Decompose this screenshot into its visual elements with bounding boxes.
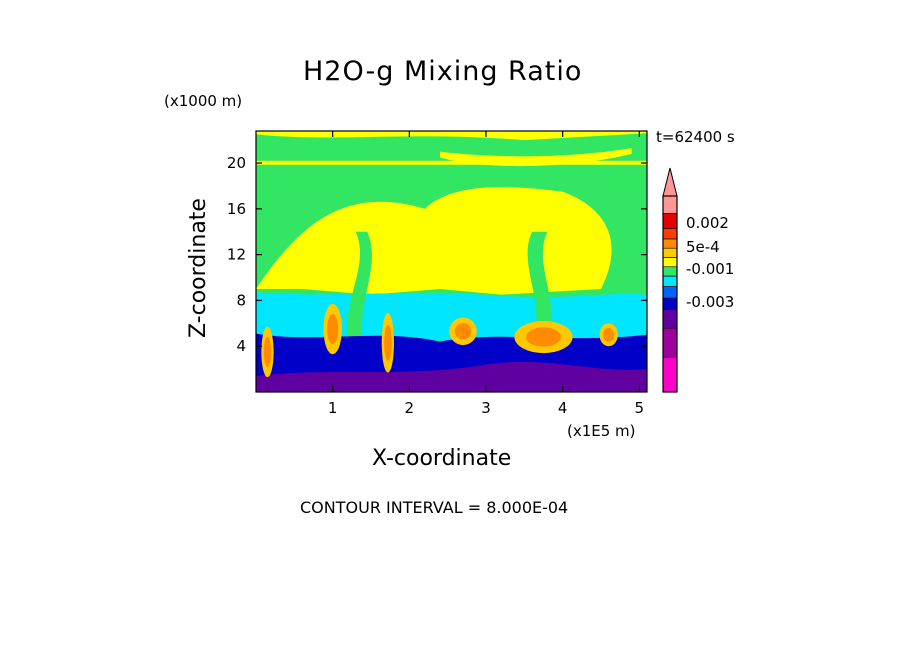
colorbar-label: -0.003 (686, 293, 734, 311)
moist-cell-core (327, 313, 339, 345)
plot-frame (255, 130, 648, 393)
green-plume (527, 231, 552, 347)
yellow-top (256, 131, 647, 141)
yellow-region (256, 186, 612, 295)
colorbar-swatch (662, 309, 678, 329)
yellow-stripe (256, 160, 647, 165)
y-axis-multiplier: (x1000 m) (164, 92, 243, 110)
colorbar-label: -0.001 (686, 260, 734, 278)
time-label: t=62400 s (656, 128, 735, 146)
y-tick-label: 16 (227, 200, 246, 218)
colorbar-swatch (662, 247, 678, 258)
y-tick-label: 20 (227, 154, 246, 172)
colorbar-swatch (662, 327, 678, 358)
contour-field (256, 131, 647, 392)
x-tick-label: 3 (481, 399, 491, 417)
colorbar-swatch (662, 286, 678, 299)
x-axis: 1 2 3 4 5 (328, 131, 644, 417)
purple-region (256, 361, 647, 392)
moist-cell-core (384, 324, 392, 361)
colorbar-swatch (662, 257, 678, 268)
chart-title: H2O-g Mixing Ratio (303, 56, 583, 87)
colorbar-frame (662, 195, 678, 393)
moist-cell-core (603, 327, 615, 342)
contour-interval-note: CONTOUR INTERVAL = 8.000E-04 (300, 498, 569, 517)
moist-cell-core (263, 336, 272, 368)
moist-cell-core (454, 323, 472, 340)
colorbar-swatch (662, 266, 678, 277)
moist-cell-core (526, 327, 561, 347)
colorbar-swatch (662, 356, 678, 393)
colorbar-swatch (662, 275, 678, 287)
y-tick-label: 4 (236, 337, 246, 355)
colorbar-swatch (662, 213, 678, 229)
colorbar-top-arrow (662, 167, 678, 197)
colorbar-swatch (662, 195, 678, 214)
x-axis-label: X-coordinate (372, 446, 512, 471)
y-tick-label: 8 (236, 291, 246, 309)
x-tick-label: 2 (405, 399, 415, 417)
x-axis-multiplier: (x1E5 m) (567, 422, 636, 440)
green-plume (346, 231, 372, 347)
x-tick-label: 4 (558, 399, 568, 417)
colorbar-label: 0.002 (686, 214, 729, 232)
y-axis: 4 8 12 16 20 (227, 154, 647, 355)
x-tick-label: 5 (635, 399, 645, 417)
x-tick-label: 1 (328, 399, 338, 417)
y-tick-label: 12 (227, 246, 246, 264)
colorbar-swatch (662, 238, 678, 249)
colorbar-swatch (662, 297, 678, 310)
colorbar: 0.002 5e-4 -0.001 -0.003 (662, 167, 734, 393)
colorbar-label: 5e-4 (686, 238, 720, 256)
colorbar-swatch (662, 228, 678, 240)
